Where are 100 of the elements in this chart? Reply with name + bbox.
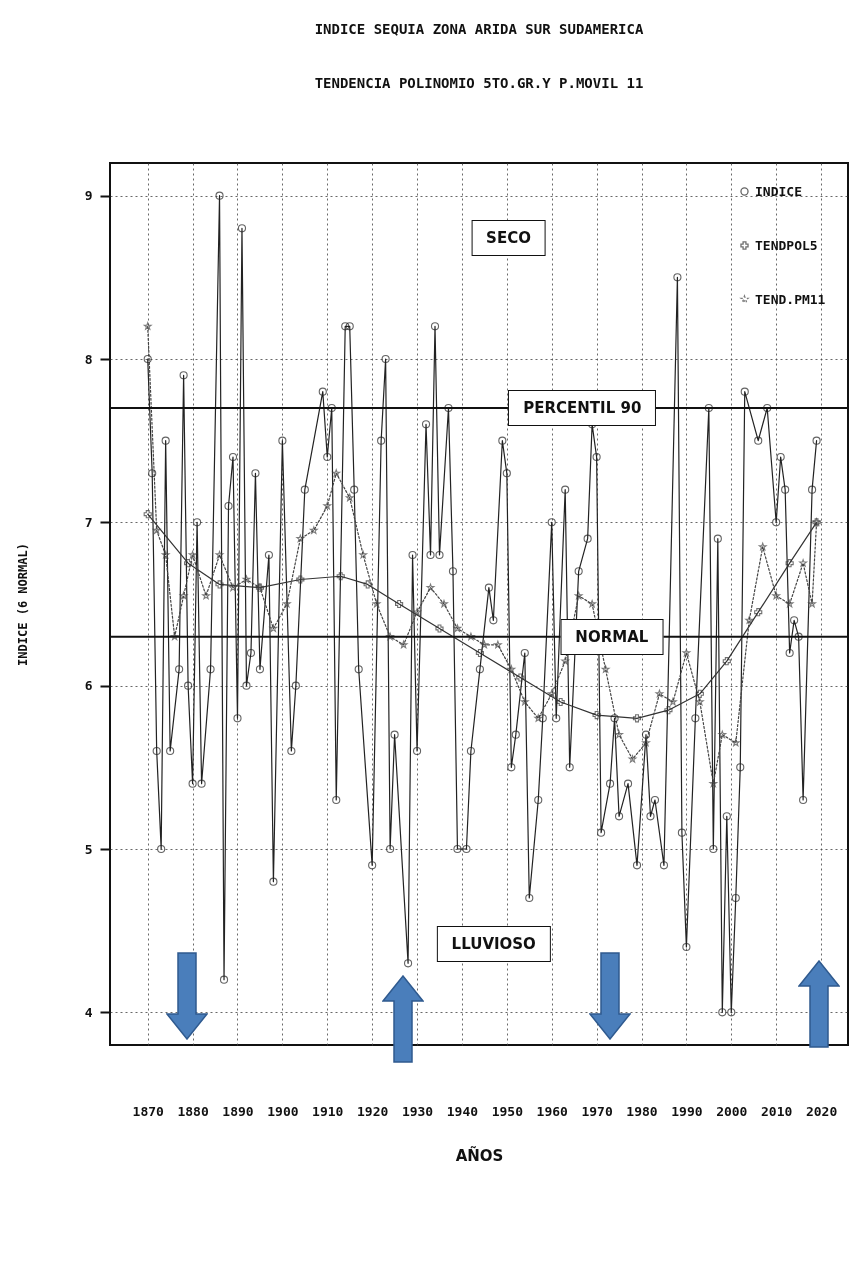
x-tick-label: 2000 <box>716 1103 748 1119</box>
point <box>632 714 642 723</box>
x-tick-label: 1870 <box>132 1103 165 1119</box>
point <box>296 534 305 543</box>
point <box>547 689 556 698</box>
point <box>440 599 448 608</box>
point <box>592 710 601 720</box>
point <box>413 608 421 616</box>
x-tick-label: 1880 <box>177 1103 209 1119</box>
ref-line-label: PERCENTIL 90 <box>508 390 657 426</box>
point <box>799 559 808 567</box>
point <box>296 575 305 584</box>
y-tick-label: 7 <box>84 514 93 530</box>
point <box>601 665 610 673</box>
y-tick-label: 8 <box>84 351 93 367</box>
x-tick-label: 1910 <box>312 1103 344 1119</box>
point <box>143 322 152 330</box>
point <box>179 591 188 600</box>
point <box>615 730 623 739</box>
point <box>561 657 570 665</box>
point <box>435 624 444 633</box>
x-tick-label: 1960 <box>536 1103 569 1119</box>
point <box>669 697 677 706</box>
x-tick-label: 2020 <box>805 1103 838 1119</box>
point <box>229 583 237 592</box>
point <box>215 580 224 589</box>
point <box>372 599 381 608</box>
point <box>395 599 404 609</box>
point <box>785 599 794 608</box>
point <box>574 591 583 600</box>
point <box>588 599 597 608</box>
point <box>493 640 502 649</box>
point <box>152 526 161 534</box>
x-tick-label: 2010 <box>761 1103 793 1119</box>
point <box>363 580 372 589</box>
point <box>718 730 727 739</box>
legend-label: TEND.PM11 <box>755 291 826 307</box>
point <box>242 575 251 583</box>
point <box>282 599 291 608</box>
x-tick-label: 1890 <box>222 1103 254 1119</box>
point <box>556 697 565 707</box>
point <box>664 706 673 715</box>
point <box>188 550 197 559</box>
point <box>754 608 763 617</box>
ref-line-label: NORMAL <box>560 618 664 655</box>
point <box>628 755 637 763</box>
point <box>426 583 435 592</box>
point <box>170 632 179 641</box>
legend-label: INDICE <box>755 183 802 199</box>
y-tick-label: 6 <box>84 678 93 694</box>
point <box>453 624 462 632</box>
x-tick-label: 1900 <box>267 1103 299 1119</box>
point <box>682 648 691 657</box>
point <box>184 559 193 568</box>
x-tick-label: 1980 <box>626 1103 658 1119</box>
x-tick-label: 1920 <box>357 1103 389 1119</box>
point <box>143 510 152 519</box>
point <box>520 697 529 706</box>
point <box>475 648 484 658</box>
point <box>731 738 740 747</box>
point <box>722 657 731 666</box>
y-tick-label: 4 <box>84 1004 93 1020</box>
point <box>332 469 341 477</box>
point <box>534 714 543 722</box>
point <box>745 616 754 624</box>
x-tick-label: 1930 <box>401 1103 434 1119</box>
x-tick-label: 1990 <box>671 1103 703 1119</box>
x-tick-label: 1970 <box>581 1103 613 1119</box>
point <box>269 624 278 632</box>
point <box>516 673 525 682</box>
y-tick-label: 5 <box>84 841 93 857</box>
chart-title: INDICE SEQUIA ZONA ARIDA SUR SUDAMERICA <box>314 21 644 37</box>
point <box>772 591 781 600</box>
point <box>655 689 664 698</box>
x-tick-label: 1950 <box>491 1103 524 1119</box>
point <box>309 526 318 534</box>
y-tick-label: 9 <box>84 188 93 204</box>
point <box>359 550 368 559</box>
point <box>336 572 345 581</box>
point <box>480 640 489 649</box>
point <box>215 550 224 559</box>
point <box>507 665 516 673</box>
point <box>695 697 704 706</box>
x-tick-label: 1940 <box>446 1103 479 1119</box>
chart-subtitle: TENDENCIA POLINOMIO 5TO.GR.Y P.MOVIL 11 <box>314 75 644 91</box>
point <box>345 493 354 502</box>
point <box>467 632 475 641</box>
annotation: SECO <box>471 219 546 256</box>
y-axis-title: INDICE (6 NORMAL) <box>15 543 30 666</box>
point <box>399 640 408 649</box>
annotation: LLUVIOSO <box>436 925 551 962</box>
point <box>709 779 718 788</box>
point <box>161 550 170 559</box>
legend-label: TENDPOL5 <box>755 237 818 253</box>
point <box>695 689 704 698</box>
point <box>202 591 210 600</box>
point <box>323 501 332 510</box>
x-axis-title: AÑOS <box>455 1145 504 1165</box>
point <box>386 632 395 641</box>
point <box>642 738 650 747</box>
